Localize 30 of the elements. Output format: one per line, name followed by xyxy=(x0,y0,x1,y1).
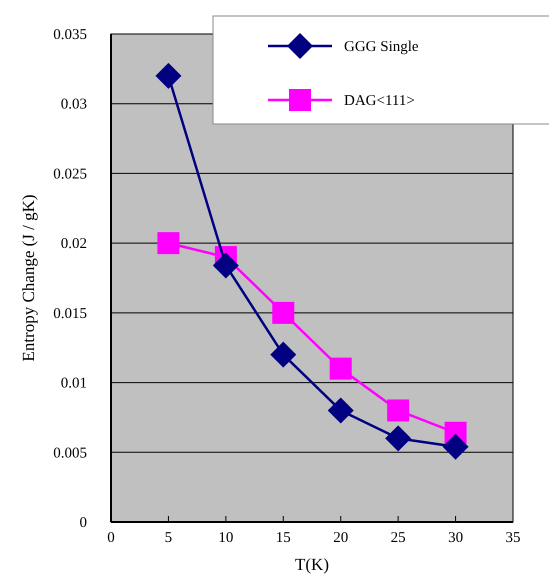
point xyxy=(157,232,180,254)
x-tick-label: 30 xyxy=(448,530,464,546)
point xyxy=(330,358,352,380)
y-tick-label: 0.02 xyxy=(60,236,87,252)
point xyxy=(328,397,354,424)
y-tick-label: 0.015 xyxy=(53,306,87,322)
y-tick-label: 0.035 xyxy=(53,27,87,43)
point xyxy=(442,434,469,460)
point xyxy=(270,342,296,368)
point xyxy=(385,425,412,452)
x-tick-label: 20 xyxy=(333,530,348,546)
y-tick-label: 0.01 xyxy=(60,376,87,392)
legend-label: DAG<111> xyxy=(344,93,415,109)
point xyxy=(212,252,239,278)
x-axis-title: T(K) xyxy=(295,555,329,574)
y-axis-title: Entropy Change (J / gK) xyxy=(19,194,38,362)
x-tick-label: 5 xyxy=(164,530,172,546)
y-tick-label: 0 xyxy=(80,515,87,531)
x-tick-label: 35 xyxy=(506,530,520,546)
x-tick-label: 0 xyxy=(107,530,115,546)
y-tick-label: 0.025 xyxy=(53,166,87,182)
legend-label: GGG Single xyxy=(344,39,419,55)
y-tick-label: 0.005 xyxy=(53,445,87,462)
y-tick-label: 0.03 xyxy=(60,96,87,113)
point xyxy=(155,62,182,89)
point xyxy=(387,399,410,422)
x-tick-label: 25 xyxy=(390,530,406,546)
point xyxy=(272,302,294,324)
x-tick-label: 15 xyxy=(276,530,291,546)
x-tick-label: 10 xyxy=(218,530,234,546)
